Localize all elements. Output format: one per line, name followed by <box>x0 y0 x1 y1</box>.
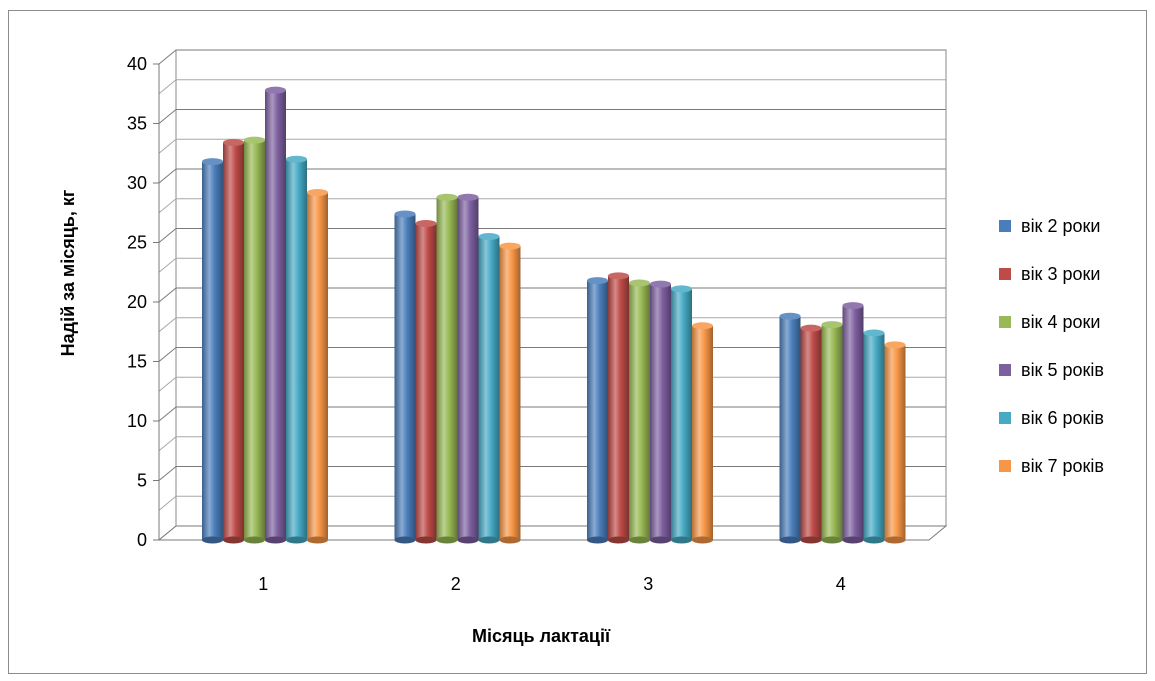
bar <box>499 242 521 544</box>
legend-swatch <box>999 220 1011 232</box>
bar <box>779 312 801 544</box>
legend-item: вік 6 років <box>999 408 1104 428</box>
chart-frame: 0 5 10 15 20 25 30 35 40 1 2 3 4 Надій за місяць, к… <box>8 10 1147 674</box>
bar <box>884 341 906 544</box>
y-tick-label: 5 <box>137 471 147 491</box>
y-tick-label: 20 <box>127 292 147 312</box>
x-tick-label: 3 <box>643 574 653 594</box>
side-gridline <box>158 436 177 452</box>
bar <box>692 322 713 544</box>
bars <box>202 86 906 544</box>
bar <box>457 193 479 544</box>
bar <box>800 324 822 544</box>
legend-item: вік 2 роки <box>999 216 1100 236</box>
side-gridline <box>158 228 177 243</box>
x-axis-title: Місяць лактації <box>472 626 611 646</box>
y-tick-label: 30 <box>127 173 147 193</box>
x-tick-labels: 1 2 3 4 <box>258 574 846 594</box>
bar <box>671 285 692 544</box>
bar <box>587 277 608 544</box>
legend-item: вік 3 роки <box>999 264 1100 284</box>
legend-swatch <box>999 316 1011 328</box>
side-gridline <box>158 495 177 511</box>
legend-swatch <box>999 412 1011 424</box>
legend-swatch <box>999 460 1011 472</box>
y-tick-label: 0 <box>137 530 147 550</box>
side-gridline <box>158 257 177 273</box>
bar <box>842 302 864 544</box>
x-tick-label: 2 <box>451 574 461 594</box>
side-gridline <box>158 49 177 65</box>
y-tick-label: 15 <box>127 352 147 372</box>
bar <box>650 280 671 544</box>
bar <box>478 233 500 544</box>
y-tick-label: 25 <box>127 233 147 253</box>
side-gridline <box>158 317 177 333</box>
side-gridline <box>158 406 177 422</box>
bar <box>415 219 437 544</box>
legend-label: вік 6 років <box>1021 408 1104 428</box>
side-gridline <box>158 287 177 303</box>
legend-item: вік 7 років <box>999 456 1104 476</box>
y-tick-label: 35 <box>127 114 147 134</box>
legend-item: вік 4 роки <box>999 312 1100 332</box>
bar <box>265 86 286 544</box>
side-gridline <box>158 466 177 481</box>
legend-label: вік 2 роки <box>1021 216 1100 236</box>
y-axis-title: Надій за місяць, кг <box>58 189 78 356</box>
bar <box>608 272 629 544</box>
x-tick-label: 4 <box>836 574 846 594</box>
side-gridline <box>158 79 177 95</box>
bar <box>244 136 265 544</box>
bar <box>436 193 458 544</box>
y-tick-labels: 0 5 10 15 20 25 30 35 40 <box>127 54 159 550</box>
side-gridline <box>158 109 177 124</box>
bar <box>821 321 843 544</box>
bar <box>286 155 307 544</box>
side-gridline <box>158 376 177 392</box>
bar <box>307 189 328 544</box>
bar <box>202 158 223 544</box>
side-gridline <box>158 168 177 184</box>
legend: вік 2 роки вік 3 роки вік 4 роки вік 5 рокі… <box>999 216 1104 476</box>
bar-chart: 0 5 10 15 20 25 30 35 40 1 2 3 4 Надій за місяць, к… <box>58 49 1104 646</box>
legend-swatch <box>999 268 1011 280</box>
legend-label: вік 4 роки <box>1021 312 1100 332</box>
side-gridline <box>158 138 177 154</box>
side-gridline <box>158 198 177 214</box>
y-tick-label: 10 <box>127 411 147 431</box>
bar <box>863 329 885 544</box>
legend-swatch <box>999 364 1011 376</box>
legend-item: вік 5 років <box>999 360 1104 380</box>
legend-label: вік 3 роки <box>1021 264 1100 284</box>
y-tick-label: 40 <box>127 54 147 74</box>
x-tick-label: 1 <box>258 574 268 594</box>
bar <box>629 279 650 544</box>
side-gridline <box>158 347 177 362</box>
legend-label: вік 7 років <box>1021 456 1104 476</box>
bar <box>223 139 244 544</box>
legend-label: вік 5 років <box>1021 360 1104 380</box>
bar <box>394 210 416 544</box>
